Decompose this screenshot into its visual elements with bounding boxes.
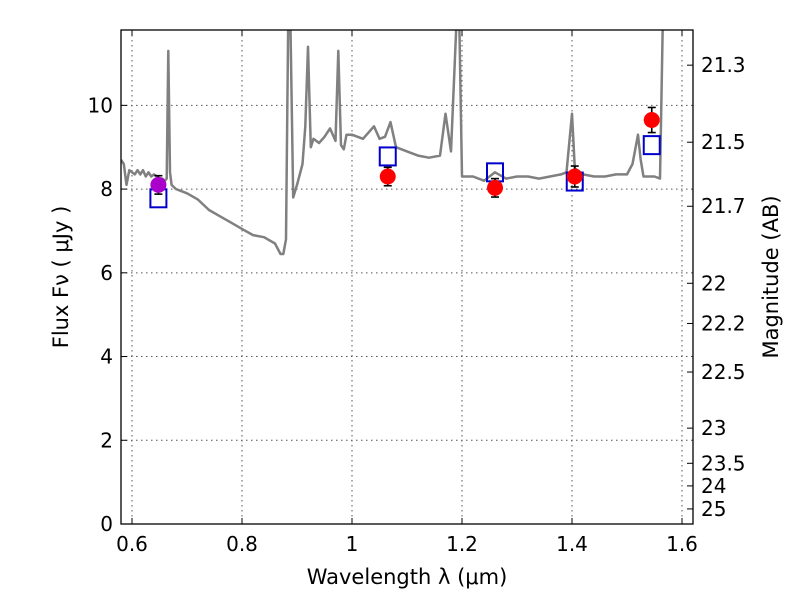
observed-photometry-point bbox=[379, 168, 396, 185]
x-tick-label: 1.6 bbox=[666, 532, 698, 556]
observed-photometry-point bbox=[487, 179, 503, 196]
grid-lines bbox=[121, 30, 693, 525]
mag-tick-label: 21.5 bbox=[701, 130, 746, 154]
mag-tick-label: 24 bbox=[701, 474, 726, 498]
y-tick-label: 2 bbox=[100, 428, 113, 452]
y-tick-label: 10 bbox=[88, 93, 113, 117]
y-axis-right-label: Magnitude (AB) bbox=[759, 195, 783, 358]
mag-tick-label: 22.5 bbox=[701, 360, 746, 384]
mag-tick-label: 21.3 bbox=[701, 53, 746, 77]
mag-tick-label: 22 bbox=[701, 271, 726, 295]
x-tick-label: 0.8 bbox=[226, 532, 258, 556]
y-tick-label: 6 bbox=[100, 261, 113, 285]
plot-frame bbox=[120, 29, 694, 525]
x-axis-label: Wavelength λ (μm) bbox=[307, 565, 508, 589]
mag-tick-label: 22.2 bbox=[701, 311, 746, 335]
mag-tick-label: 25 bbox=[701, 497, 726, 521]
x-tick-label: 1.4 bbox=[556, 532, 588, 556]
model-photometry-square bbox=[642, 135, 661, 156]
observed-photometry-point bbox=[566, 168, 583, 185]
model-spectrum-line bbox=[121, 30, 664, 256]
y-tick-label: 4 bbox=[100, 345, 113, 369]
y-tick-label: 0 bbox=[100, 512, 113, 536]
observed-photometry-point bbox=[643, 112, 660, 129]
observed-photometry-point bbox=[150, 176, 167, 193]
y-axis-label: Flux Fν ( μJy ) bbox=[49, 206, 73, 349]
model-photometry-square bbox=[378, 146, 397, 167]
x-tick-label: 1 bbox=[346, 532, 359, 556]
y-tick-label: 8 bbox=[100, 177, 113, 201]
mag-tick-label: 23.5 bbox=[701, 451, 746, 475]
x-tick-label: 0.6 bbox=[116, 532, 148, 556]
mag-tick-label: 21.7 bbox=[701, 194, 746, 218]
x-tick-label: 1.2 bbox=[446, 532, 478, 556]
plot-area bbox=[121, 30, 664, 256]
axis-ticks: 0.6 0.8 1 1.2 1.4 1.6024681021.321.521.72222.… bbox=[88, 30, 746, 556]
mag-tick-label: 23 bbox=[701, 416, 726, 440]
